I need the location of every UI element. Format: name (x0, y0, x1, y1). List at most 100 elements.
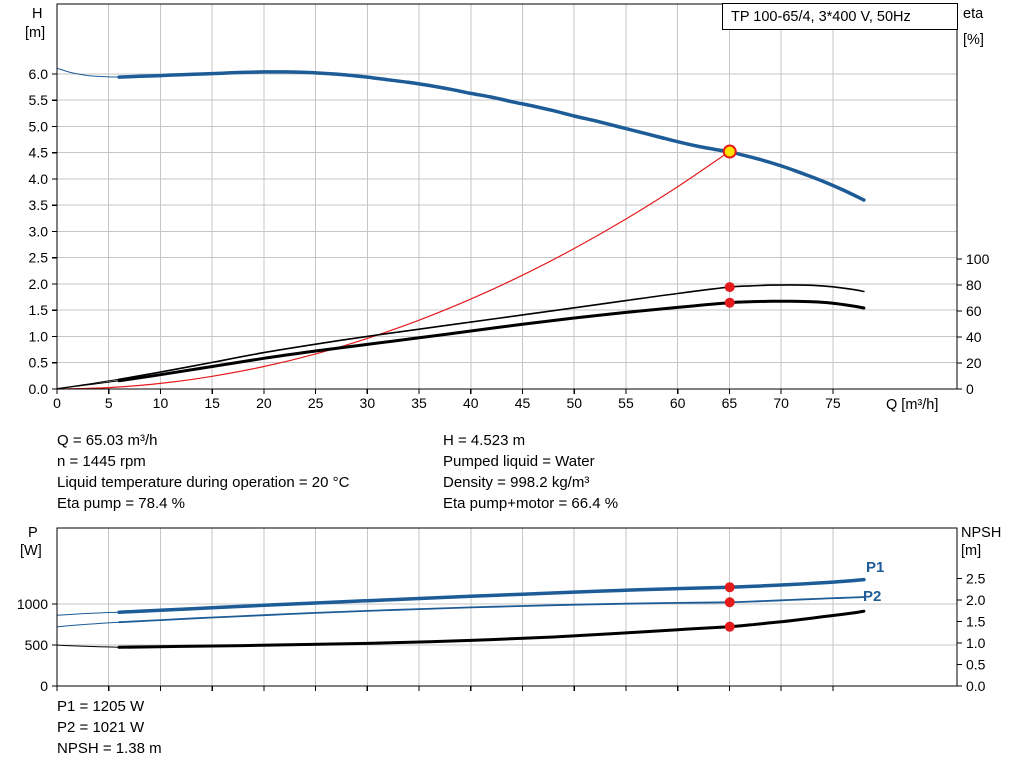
info-line-p1: P1 = 1205 W (57, 698, 145, 715)
y-right-tick-label: 60 (966, 303, 982, 319)
curve-p1-lead-in (56, 611, 120, 616)
y-left-tick-label: 5.0 (29, 118, 49, 134)
info-line-eta: Eta pump = 78.4 % (57, 495, 185, 512)
y-left-tick-label: 0 (40, 678, 48, 694)
x-tick-label: 5 (105, 395, 113, 411)
y-right-tick-label: 20 (966, 355, 982, 371)
curve-resistance (56, 150, 730, 390)
h-axis-title: H (32, 6, 42, 22)
y-left-tick-label: 3.0 (29, 223, 49, 239)
info-line-temp: Liquid temperature during operation = 20… (57, 474, 350, 491)
info-line-p2: P2 = 1021 W (57, 719, 145, 736)
p-axis-title: P (28, 525, 38, 541)
curve-head (117, 70, 866, 202)
curve-eta-pump (118, 284, 865, 381)
y-right-tick-label: 1.5 (966, 613, 986, 629)
npsh-axis-unit: [m] (961, 543, 981, 559)
y-right-tick-label: 2.0 (966, 592, 986, 608)
duty-point-info: Q = 65.03 m³/h n = 1445 rpm Liquid tempe… (57, 430, 618, 514)
y-left-tick-label: 2.0 (29, 276, 49, 292)
x-tick-label: 45 (515, 395, 531, 411)
x-tick-label: 20 (256, 395, 272, 411)
x-tick-label: 35 (411, 395, 427, 411)
duty-point[interactable] (722, 144, 737, 159)
x-tick-label: 30 (360, 395, 376, 411)
y-right-tick-label: 80 (966, 277, 982, 293)
p1-point (724, 582, 735, 593)
h-axis-unit: [m] (25, 25, 45, 41)
eta-axis-title: eta (963, 6, 984, 22)
duty-info-left-column: Q = 65.03 m³/h n = 1445 rpm Liquid tempe… (57, 430, 443, 514)
power-npsh-chart: 0 500 1000 0.0 0.5 1.0 1.5 2.0 2.5 (17, 527, 986, 694)
grid-lines (57, 4, 957, 389)
p-axis-unit: [W] (20, 543, 42, 559)
y-left-tick-label: 4.0 (29, 171, 49, 187)
y-left-tick-label: 6.0 (29, 66, 49, 82)
info-line-eta-motor: Eta pump+motor = 66.4 % (443, 495, 619, 512)
y-left-tick-label: 2.5 (29, 250, 49, 266)
info-line-h: H = 4.523 m (443, 432, 526, 449)
y-left-tick-label: 500 (25, 637, 49, 653)
y-right-tick-label: 100 (966, 251, 990, 267)
eta-pump-point (724, 282, 735, 293)
y-left-tick-label: 1000 (17, 596, 48, 612)
hq-eta-chart: 0 5 10 15 20 25 30 35 40 45 50 55 60 65 70 75 0.0 0.5 1.0 1… (29, 3, 990, 411)
info-line-q: Q = 65.03 m³/h (57, 432, 158, 449)
p1-curve-label: P1 (866, 559, 884, 576)
x-tick-label: 50 (566, 395, 582, 411)
q-axis-title: Q [m³/h] (886, 397, 938, 413)
y-right-tick-label: 40 (966, 329, 982, 345)
y-left-tick-label: 4.5 (29, 145, 49, 161)
x-tick-label: 0 (53, 395, 61, 411)
tick-labels: 0 5 10 15 20 25 30 35 40 45 50 55 60 65 70 75 0.0 0.5 1.0 1… (29, 66, 990, 411)
tick-labels: 0 500 1000 0.0 0.5 1.0 1.5 2.0 2.5 (17, 570, 986, 694)
x-tick-label: 70 (773, 395, 789, 411)
y-right-tick-label: 0 (966, 381, 974, 397)
curves (56, 67, 866, 390)
x-tick-label: 75 (825, 395, 841, 411)
pump-title-box: TP 100-65/4, 3*400 V, 50Hz (722, 3, 958, 30)
curve-npsh-lead-in (56, 644, 120, 648)
curve-npsh (117, 609, 866, 649)
y-right-tick-label: 2.5 (966, 570, 986, 586)
y-left-tick-label: 0.5 (29, 355, 49, 371)
eta-axis-unit: [%] (963, 32, 984, 48)
curve-head-lead-in (56, 67, 120, 78)
y-left-tick-label: 5.5 (29, 92, 49, 108)
eta-pump-motor-point (724, 297, 735, 308)
power-npsh-info: P1 = 1205 W P2 = 1021 W NPSH = 1.38 m (57, 696, 162, 759)
curve-eta-pump-motor (117, 299, 866, 383)
curves (56, 577, 866, 649)
npsh-axis-title: NPSH (961, 525, 1001, 541)
info-line-npsh: NPSH = 1.38 m (57, 740, 162, 757)
y-left-tick-label: 1.0 (29, 328, 49, 344)
x-tick-label: 40 (463, 395, 479, 411)
info-line-density: Density = 998.2 kg/m³ (443, 474, 590, 491)
curve-p2-lead-in (56, 621, 120, 628)
x-tick-label: 10 (153, 395, 169, 411)
axes (52, 3, 962, 394)
y-left-tick-label: 1.5 (29, 302, 49, 318)
x-tick-label: 25 (308, 395, 324, 411)
p2-curve-label: P2 (863, 588, 881, 605)
y-right-tick-label: 0.5 (966, 656, 986, 672)
y-left-tick-label: 3.5 (29, 197, 49, 213)
info-line-liquid: Pumped liquid = Water (443, 453, 595, 470)
x-tick-label: 65 (722, 395, 738, 411)
p2-point (724, 597, 735, 608)
curve-p2 (118, 596, 865, 624)
y-left-tick-label: 0.0 (29, 381, 49, 397)
curve-eta-pump-motor-lead-in (56, 380, 120, 390)
x-tick-label: 60 (670, 395, 686, 411)
y-right-tick-label: 0.0 (966, 678, 986, 694)
y-right-tick-label: 1.0 (966, 635, 986, 651)
info-line-n: n = 1445 rpm (57, 453, 146, 470)
duty-info-right-column: H = 4.523 m Pumped liquid = Water Densit… (443, 430, 618, 514)
x-tick-label: 15 (204, 395, 220, 411)
curve-p1 (117, 577, 866, 614)
axes (52, 527, 962, 691)
x-tick-label: 55 (618, 395, 634, 411)
npsh-point (724, 621, 735, 632)
